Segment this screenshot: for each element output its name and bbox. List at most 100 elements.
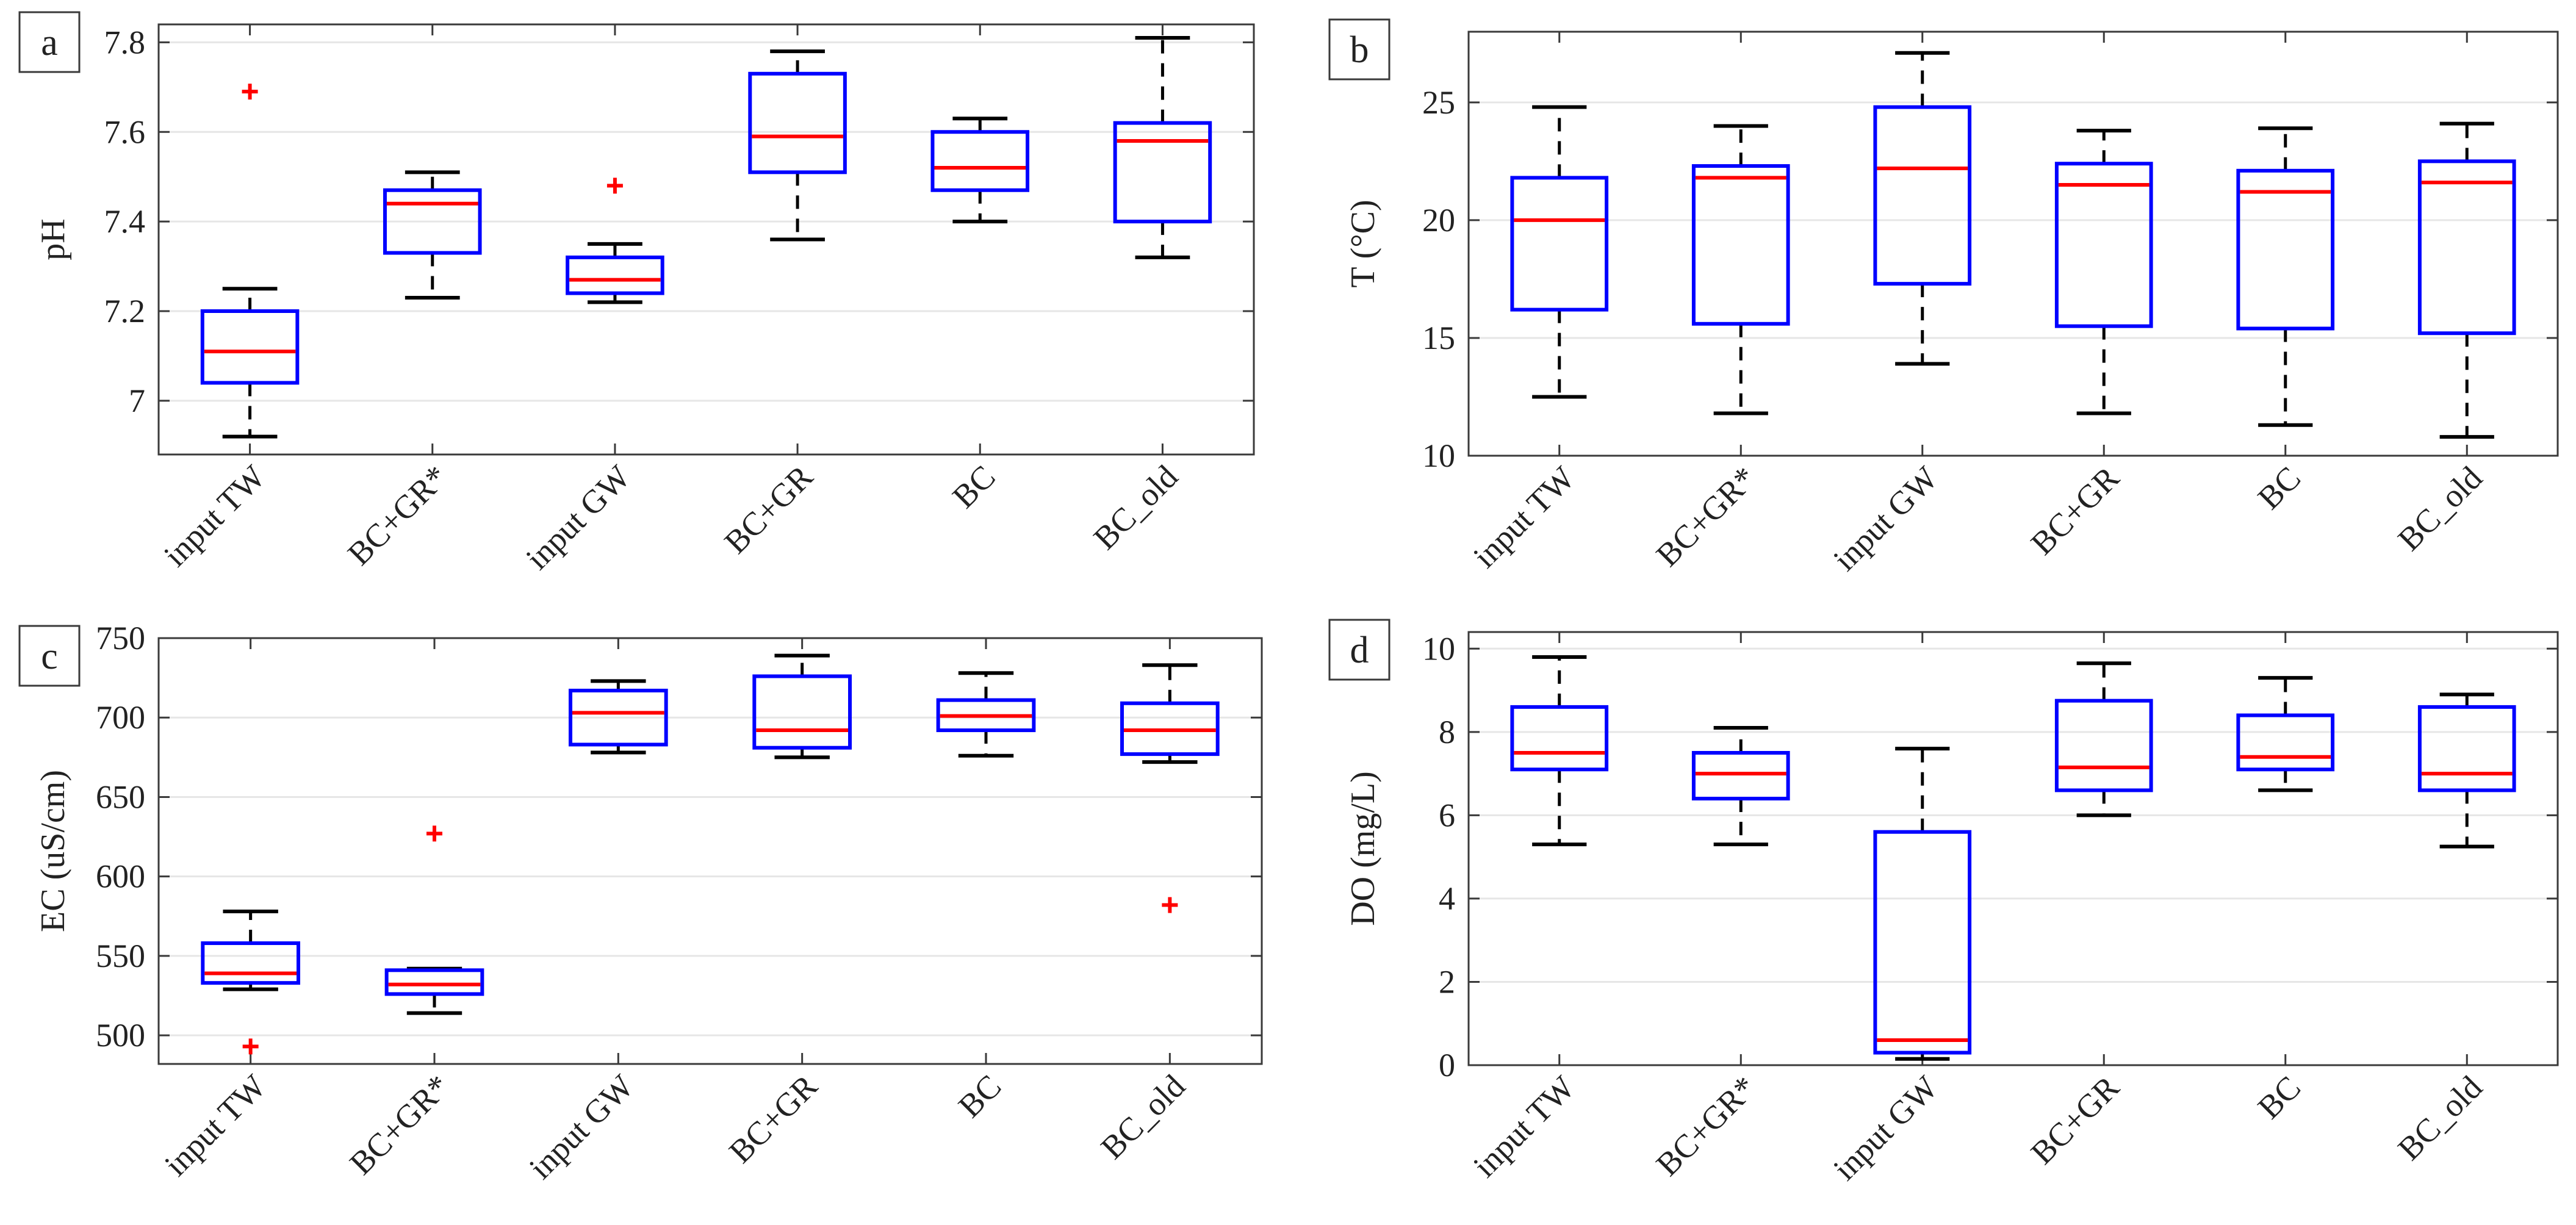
outlier-marker [1162,897,1178,913]
x-tick-label: input GW [1826,1069,1945,1187]
iqr-box [1873,830,1972,1055]
x-tick-label: input TW [1466,1069,1581,1184]
box-3: input GW [1826,632,1972,1187]
x-tick-label: input TW [1466,459,1581,575]
y-tick-label: 10 [1422,437,1455,474]
y-tick-label: 550 [96,938,145,974]
x-tick-label: BC [2251,459,2308,516]
panel-a: 7 7.2 7.4 7.6 7.8 pH a input TW BC+GR* input GW BC… [18,11,1255,577]
iqr-box [383,188,482,255]
panel-label-box [18,11,81,73]
iqr-box [200,309,300,385]
iqr-box [936,698,1036,733]
outlier-marker [606,178,623,194]
iqr-box [2417,159,2516,336]
box-2: BC+GR* [342,638,484,1182]
x-tick-label: BC+GR [718,458,820,561]
iqr-box [1113,121,1212,224]
y-tick-label: 7 [129,383,145,419]
outlier-marker [242,1038,259,1055]
axes-frame [1467,31,2559,457]
iqr-box [1510,176,1609,312]
axes-frame [157,23,1255,456]
box-5: BC [2236,632,2335,1126]
y-axis-label: DO (mg/L) [1344,771,1382,926]
y-tick-label: 8 [1439,714,1455,750]
x-tick-label: BC [951,1068,1008,1124]
x-tick-label: BC_old [2391,459,2489,558]
iqr-box [2054,699,2153,792]
x-tick-label: BC+GR [722,1068,824,1170]
box-4: BC+GR [2024,632,2153,1171]
panel-label-box [1328,619,1391,681]
iqr-box [2054,162,2153,328]
y-tick-label: 6 [1439,797,1455,833]
iqr-box [2236,713,2335,772]
box-1: input TW [157,638,301,1183]
box-3: input GW [1826,32,1972,578]
y-tick-label: 600 [96,858,145,895]
iqr-box [566,255,664,295]
y-tick-label: 10 [1422,630,1455,667]
box-5: BC [936,638,1036,1124]
y-tick-label: 750 [96,620,145,656]
outlier-marker [242,84,258,100]
iqr-box [1873,105,1972,286]
iqr-box [1691,750,1790,801]
panel-label: a [41,22,58,63]
iqr-box [568,688,668,747]
axes-frame [1467,631,2559,1066]
y-tick-label: 20 [1422,202,1455,239]
x-tick-label: BC+GR* [1649,459,1763,573]
y-tick-label: 0 [1439,1047,1455,1083]
y-tick-label: 25 [1422,84,1455,121]
iqr-box [2417,705,2516,792]
box-6: BC_old [2391,32,2516,558]
box-1: input TW [1466,32,1609,575]
y-tick-label: 2 [1439,963,1455,1000]
iqr-box [1691,164,1790,326]
x-tick-label: BC+GR* [342,1068,456,1182]
box-6: BC_old [2391,632,2516,1167]
x-tick-label: BC_old [2391,1069,2489,1167]
box-5: BC [2236,32,2335,516]
iqr-box [1510,705,1609,772]
box-2: BC+GR* [1649,632,1790,1183]
axes-frame [157,637,1263,1065]
y-tick-label: 500 [96,1017,145,1054]
x-tick-label: input TW [157,458,272,573]
box-5: BC [930,24,1030,515]
x-tick-label: input GW [1826,459,1945,578]
y-tick-label: 7.8 [104,24,146,60]
panel-label-box [1328,18,1391,81]
x-tick-label: BC+GR [2024,459,2126,562]
box-4: BC+GR [2024,32,2153,562]
panel-b: 10 15 20 25 T (°C) b input TW BC+GR* input GW BC+… [1328,18,2559,578]
x-tick-label: input GW [519,458,637,577]
x-tick-label: input TW [157,1068,273,1183]
x-tick-label: BC [2251,1069,2308,1126]
iqr-box [1120,701,1220,756]
y-tick-label: 650 [96,778,145,815]
iqr-box [748,71,847,174]
box-1: input TW [157,24,300,573]
box-3: input GW [522,638,668,1186]
y-axis-label: T (°C) [1344,199,1382,287]
x-tick-label: BC [945,458,1002,515]
panel-label-box [18,625,81,687]
x-tick-label: BC_old [1094,1068,1192,1166]
y-tick-label: 7.4 [104,203,146,240]
iqr-box [384,968,484,996]
box-4: BC+GR [718,24,847,561]
iqr-box [201,941,301,985]
outlier-marker [426,825,442,842]
panel-d: 0 2 4 6 8 10 DO (mg/L) d input TW BC+GR* input GW B… [1328,619,2559,1187]
y-axis-label: pH [34,218,72,260]
panel-c: 500 550 600 650 700 750 EC (uS/cm) c input TW BC+… [18,620,1263,1186]
x-tick-label: BC_old [1087,458,1185,556]
x-tick-label: input GW [522,1068,641,1186]
x-tick-label: BC+GR [2024,1069,2126,1171]
y-tick-label: 7.6 [104,113,146,150]
x-tick-label: BC+GR* [1649,1069,1763,1183]
